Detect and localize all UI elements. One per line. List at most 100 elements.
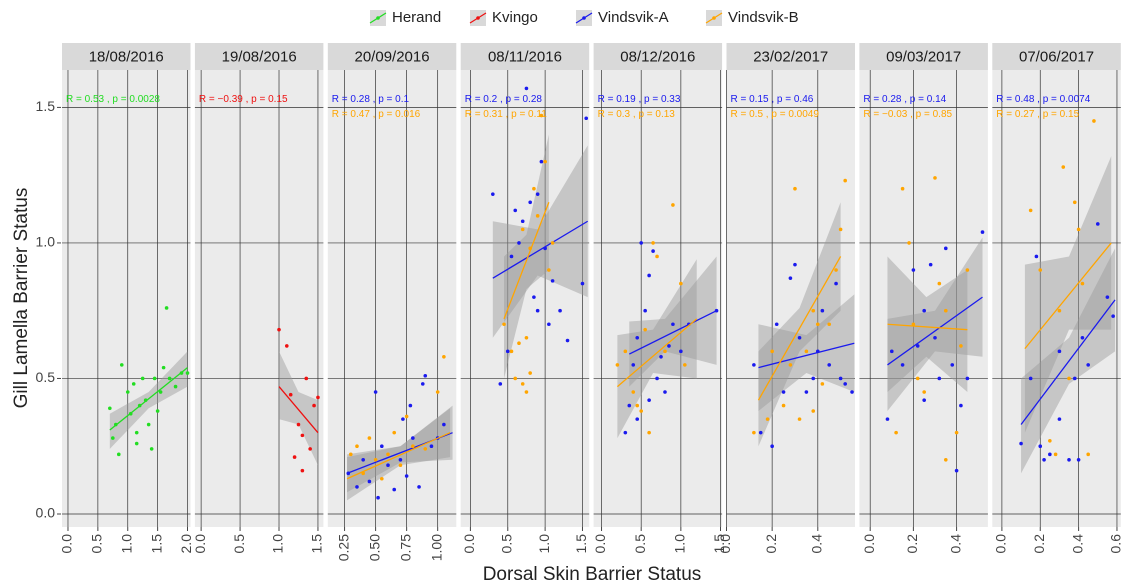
point xyxy=(631,390,636,394)
x-axis-label: Dorsal Skin Barrier Status xyxy=(483,564,702,585)
facet: 07/06/2017 0.0 0.2 0.4 0.6 R = 0.48 , p = 0.0… xyxy=(992,43,1124,554)
facet-title: 23/02/2017 xyxy=(753,48,828,65)
confidence-band xyxy=(279,351,318,466)
point xyxy=(937,376,942,381)
point xyxy=(398,463,403,467)
confidence-band xyxy=(617,259,697,439)
point xyxy=(111,436,115,440)
point xyxy=(834,268,838,272)
trend-line xyxy=(278,386,319,434)
point xyxy=(937,281,942,286)
point xyxy=(119,363,124,367)
point xyxy=(933,176,937,180)
x-tick-label: 0.0 xyxy=(192,534,208,554)
point xyxy=(296,422,301,427)
trend-line xyxy=(492,220,589,279)
point xyxy=(1038,268,1043,272)
point xyxy=(1072,376,1077,381)
point xyxy=(793,262,797,267)
x-tick-label: 0.0 xyxy=(59,534,75,554)
point xyxy=(804,390,809,394)
point xyxy=(1057,349,1062,354)
confidence-band xyxy=(347,405,453,493)
annotation: R = −0.03 , p = 0.85 xyxy=(863,109,952,120)
x-tick-label: 0.5 xyxy=(498,534,514,554)
point xyxy=(131,382,136,386)
point xyxy=(498,382,503,386)
annotation: R = 0.48 , p = 0.0074 xyxy=(996,94,1090,105)
point xyxy=(1072,200,1077,205)
point xyxy=(532,295,536,299)
facet-strip xyxy=(992,43,1121,70)
point xyxy=(639,409,643,413)
point xyxy=(423,373,428,378)
point xyxy=(528,371,532,375)
trend-line xyxy=(346,432,451,480)
point xyxy=(380,476,384,481)
point xyxy=(134,430,139,435)
point xyxy=(631,363,636,367)
point xyxy=(915,376,920,381)
point xyxy=(667,344,671,348)
x-tick-label: 0.4 xyxy=(1069,534,1085,554)
point xyxy=(539,113,544,118)
point xyxy=(108,406,112,411)
point xyxy=(915,344,920,348)
point xyxy=(373,457,378,462)
legend-dot xyxy=(376,16,380,20)
point xyxy=(304,376,309,381)
point xyxy=(922,308,926,313)
point xyxy=(312,403,316,408)
point xyxy=(408,403,413,408)
point xyxy=(894,430,898,435)
point xyxy=(140,376,145,381)
point xyxy=(651,249,655,253)
point xyxy=(788,363,793,367)
point xyxy=(392,487,397,492)
x-tick-label: 0.0 xyxy=(993,534,1009,554)
point xyxy=(134,441,139,446)
x-tick-label: 1.0 xyxy=(536,534,552,554)
point xyxy=(300,433,305,438)
annotation: R = 0.3 , p = 0.13 xyxy=(598,109,676,120)
facet-strip xyxy=(460,43,590,70)
point xyxy=(671,203,675,207)
x-tick-label: 0.4 xyxy=(947,534,963,554)
point xyxy=(386,452,390,457)
x-tick-label: 1.5 xyxy=(148,534,164,554)
x-tick-label: 0.50 xyxy=(366,534,382,561)
point xyxy=(647,398,651,402)
point xyxy=(173,384,178,389)
point xyxy=(752,363,756,367)
point xyxy=(1086,363,1090,367)
point xyxy=(679,349,683,354)
trend-line xyxy=(887,323,968,331)
point xyxy=(435,390,440,394)
confidence-band xyxy=(629,256,717,387)
point xyxy=(528,200,532,205)
annotation: R = 0.15 , p = 0.46 xyxy=(731,94,814,105)
point xyxy=(1019,441,1023,446)
point xyxy=(520,219,525,224)
trend-line xyxy=(1020,299,1116,425)
point xyxy=(517,341,521,346)
confidence-band xyxy=(887,256,968,393)
point xyxy=(820,382,825,386)
legend-dot xyxy=(712,16,716,20)
point xyxy=(959,403,963,408)
point xyxy=(373,390,378,394)
facet: 08/12/2016 0.0 0.5 1.0 1.5 R = 0.19 , p = 0.3… xyxy=(592,43,727,553)
annotation: R = 0.31 , p = 0.11 xyxy=(465,109,548,120)
point xyxy=(420,382,425,386)
x-tick-label: 0.2 xyxy=(904,534,920,554)
point xyxy=(185,371,190,375)
point xyxy=(411,444,415,449)
point xyxy=(558,308,562,313)
point xyxy=(535,308,540,313)
point xyxy=(164,306,169,310)
x-tick-label: 0.0 xyxy=(461,534,477,554)
panel-background xyxy=(460,70,590,527)
x-tick-label: 1.5 xyxy=(573,534,589,554)
point xyxy=(659,354,663,359)
point xyxy=(1111,314,1115,318)
